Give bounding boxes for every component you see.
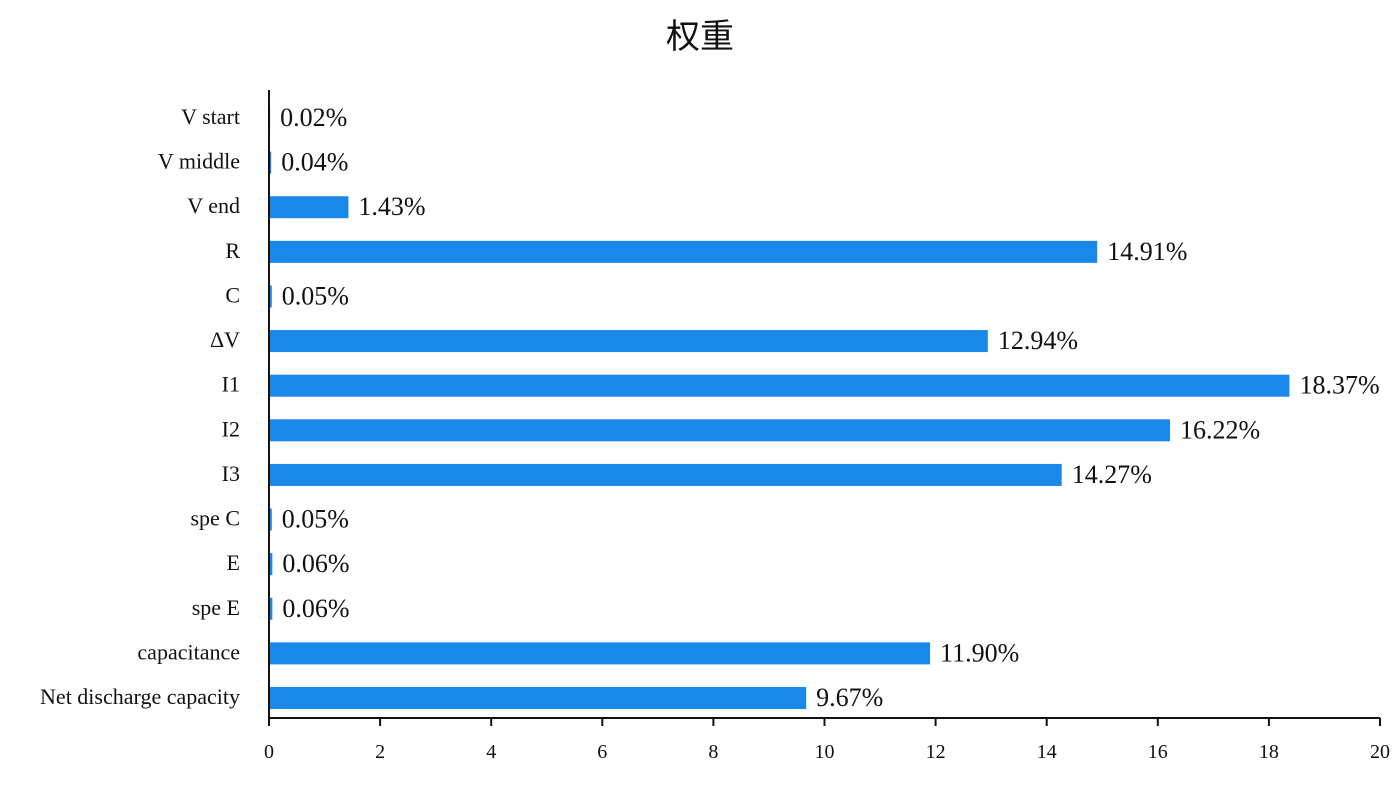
category-label-i3: I3 bbox=[222, 461, 240, 486]
chart-title: 权重 bbox=[666, 17, 734, 57]
category-label-r: R bbox=[225, 238, 240, 263]
bar-v bbox=[269, 330, 988, 353]
category-label-v-middle: V middle bbox=[158, 149, 240, 174]
category-label-spe-e: spe E bbox=[192, 595, 240, 620]
data-label-c: 0.05% bbox=[282, 281, 349, 310]
x-tick-label-12: 12 bbox=[926, 741, 946, 763]
bar-capacitance bbox=[269, 642, 931, 665]
bar-v-middle bbox=[269, 151, 272, 174]
x-tick-label-18: 18 bbox=[1259, 741, 1279, 763]
x-tick-label-10: 10 bbox=[815, 741, 835, 763]
bar-v-end bbox=[269, 196, 349, 219]
x-tick-label-20: 20 bbox=[1370, 741, 1390, 763]
category-label-net-discharge-capacity: Net discharge capacity bbox=[40, 684, 240, 709]
category-label-i2: I2 bbox=[222, 416, 240, 441]
x-ticks: 0 2 4 6 8 10 12 14 16 18 20 bbox=[264, 718, 1390, 763]
data-label-i1: 18.37% bbox=[1299, 371, 1379, 400]
category-label-v-start: V start bbox=[181, 104, 240, 129]
bar-spe-e bbox=[269, 597, 273, 620]
data-label-v-middle: 0.04% bbox=[281, 148, 348, 177]
bar-e bbox=[269, 553, 273, 576]
data-label-net-discharge-capacity: 9.67% bbox=[816, 683, 883, 712]
data-label-v-start: 0.02% bbox=[280, 103, 347, 132]
x-tick-label-14: 14 bbox=[1037, 741, 1057, 763]
category-labels: V start V middle V end RC ΔV I1 I2 I3 spe C Espe … bbox=[40, 104, 240, 709]
data-label-r: 14.91% bbox=[1107, 237, 1187, 266]
data-label-capacitance: 11.90% bbox=[940, 638, 1019, 667]
data-label-e: 0.06% bbox=[282, 549, 349, 578]
category-label-v-end: V end bbox=[187, 193, 240, 218]
data-label-v: 12.94% bbox=[998, 326, 1078, 355]
category-label-v: ΔV bbox=[210, 327, 240, 352]
x-tick-label-0: 0 bbox=[264, 741, 274, 763]
x-tick-label-16: 16 bbox=[1148, 741, 1168, 763]
x-tick-label-6: 6 bbox=[597, 741, 607, 763]
data-label-spe-c: 0.05% bbox=[282, 505, 349, 534]
bar-i2 bbox=[269, 419, 1171, 442]
category-label-c: C bbox=[225, 282, 240, 307]
x-tick-label-2: 2 bbox=[375, 741, 385, 763]
bar-i3 bbox=[269, 463, 1062, 486]
data-label-spe-e: 0.06% bbox=[282, 594, 349, 623]
data-label-v-end: 1.43% bbox=[358, 192, 425, 221]
bar-spe-c bbox=[269, 508, 272, 531]
bar-i1 bbox=[269, 374, 1290, 397]
x-tick-label-8: 8 bbox=[708, 741, 718, 763]
data-label-i2: 16.22% bbox=[1180, 415, 1260, 444]
bar-net-discharge-capacity bbox=[269, 687, 807, 709]
bars-layer bbox=[269, 107, 1290, 709]
data-labels: 0.02% 0.04% 1.43% 14.91% 0.05% 12.94% 18.37% 16… bbox=[280, 103, 1380, 712]
category-label-capacitance: capacitance bbox=[137, 639, 240, 664]
category-label-spe-c: spe C bbox=[191, 506, 241, 531]
category-label-i1: I1 bbox=[222, 372, 240, 397]
data-label-i3: 14.27% bbox=[1072, 460, 1152, 489]
category-label-e: E bbox=[227, 550, 240, 575]
bar-r bbox=[269, 240, 1098, 263]
bar-c bbox=[269, 285, 272, 308]
x-tick-label-4: 4 bbox=[486, 741, 496, 763]
